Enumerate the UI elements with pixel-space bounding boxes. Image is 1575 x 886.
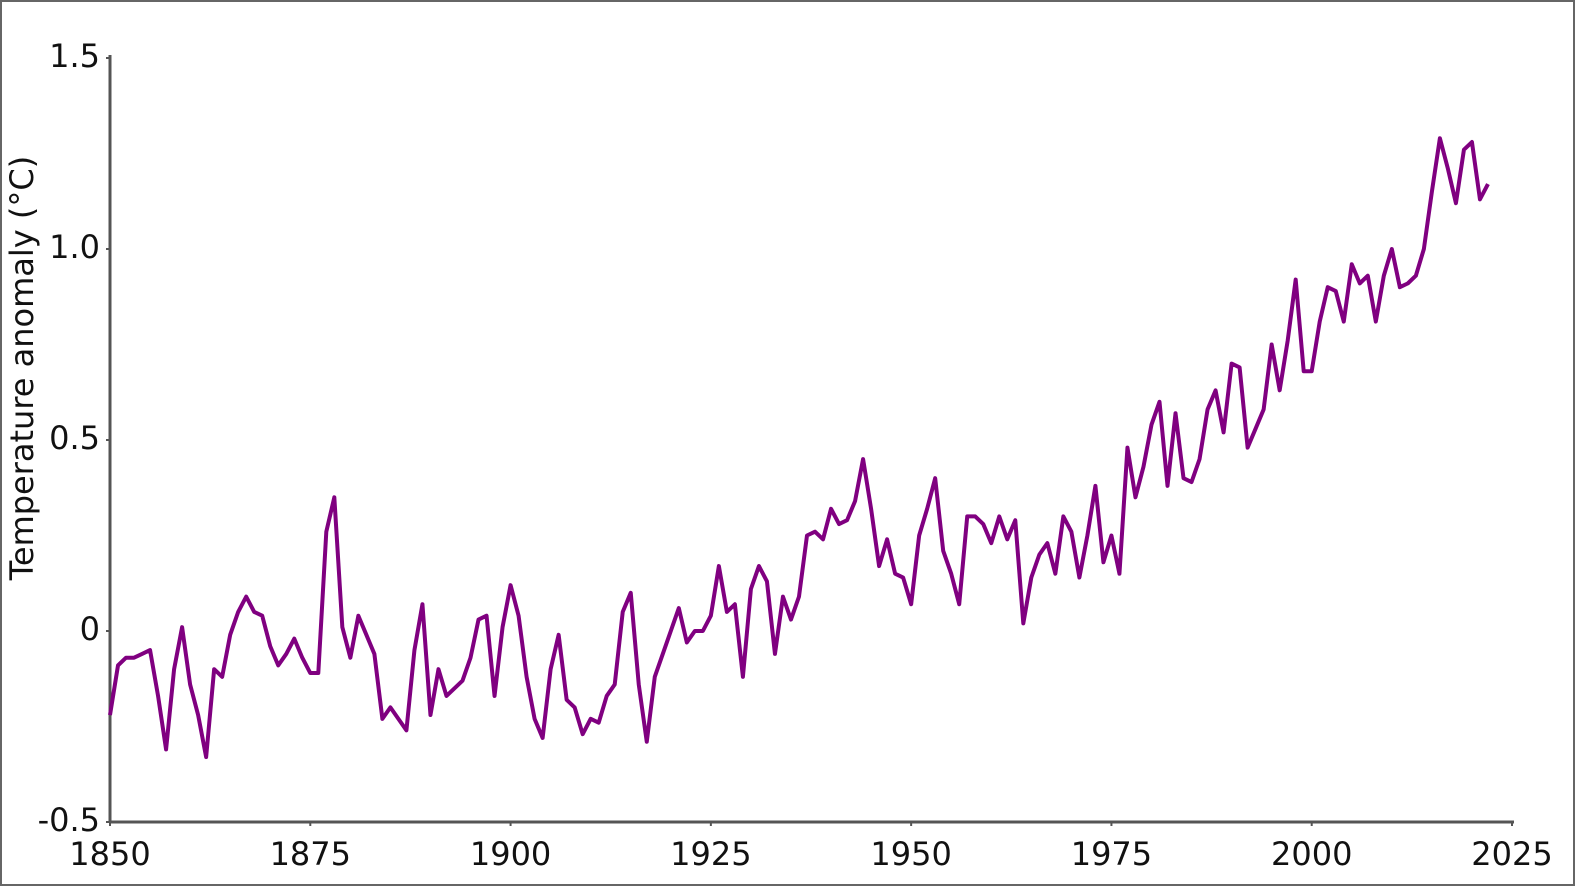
x-tick-label: 1925 bbox=[670, 835, 751, 873]
y-tick-label: 0 bbox=[80, 610, 100, 648]
x-tick-label: 1875 bbox=[270, 835, 351, 873]
y-tick-label: -0.5 bbox=[38, 801, 100, 839]
x-tick-label: 2025 bbox=[1471, 835, 1552, 873]
x-tick-label: 1900 bbox=[470, 835, 551, 873]
y-axis-label: Temperature anomaly (°C) bbox=[3, 156, 41, 581]
line-series bbox=[108, 136, 1490, 760]
x-tick-label: 1850 bbox=[69, 835, 150, 873]
y-tick-label: 0.5 bbox=[49, 419, 100, 457]
x-tick-label: 2000 bbox=[1271, 835, 1352, 873]
y-tick-label: 1.5 bbox=[49, 37, 100, 75]
x-tick-label: 1950 bbox=[870, 835, 951, 873]
x-tick-label: 1975 bbox=[1071, 835, 1152, 873]
y-tick-label: 1.0 bbox=[49, 228, 100, 266]
